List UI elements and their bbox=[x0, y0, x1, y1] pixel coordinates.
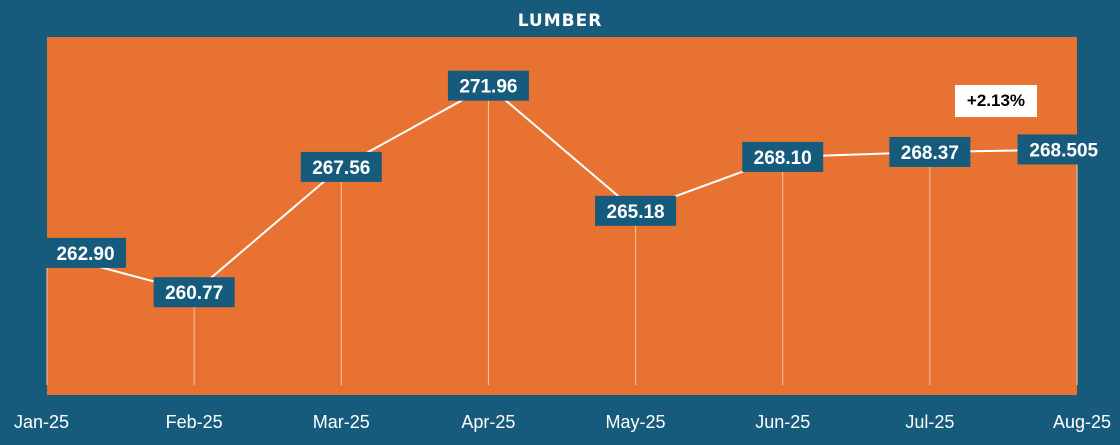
x-axis-tick-labels: Jan-25 Feb-25 Mar-25 Apr-25 May-25 Jun-25 Jul-… bbox=[14, 412, 1111, 432]
data-label-text: 271.96 bbox=[459, 77, 517, 98]
data-label: 260.77 bbox=[153, 277, 235, 308]
data-label: 268.505 bbox=[1017, 134, 1110, 165]
data-label-box bbox=[447, 70, 529, 101]
data-label-text: 267.56 bbox=[312, 158, 370, 179]
data-label-box bbox=[300, 151, 382, 182]
data-label: 268.37 bbox=[889, 136, 971, 167]
data-label: 262.90 bbox=[45, 237, 126, 268]
data-label-text: 268.37 bbox=[901, 143, 959, 164]
change-badge: +2.13% bbox=[955, 85, 1037, 117]
data-label-text: 260.77 bbox=[165, 283, 223, 304]
data-label-box bbox=[595, 195, 677, 226]
x-tick-label: Feb-25 bbox=[166, 412, 223, 432]
data-labels: 262.90 260.77 267.56 271.96 265.18 268.10 268.… bbox=[45, 70, 1110, 308]
data-label-text: 265.18 bbox=[607, 202, 665, 223]
data-label-text: 268.10 bbox=[754, 148, 812, 169]
data-label-box bbox=[1017, 134, 1110, 165]
data-label-box bbox=[742, 141, 824, 172]
x-tick-label: May-25 bbox=[606, 412, 666, 432]
data-label: 267.56 bbox=[300, 151, 382, 182]
data-label: 268.10 bbox=[742, 141, 824, 172]
x-tick-label: Jul-25 bbox=[905, 412, 954, 432]
plot-area bbox=[47, 37, 1077, 395]
chart-title: LUMBER bbox=[517, 11, 603, 31]
x-tick-label: Apr-25 bbox=[461, 412, 515, 432]
data-label: 265.18 bbox=[595, 195, 677, 226]
drop-lines bbox=[46, 85, 1078, 385]
x-tick-label: Jan-25 bbox=[14, 412, 69, 432]
data-label-text: 268.505 bbox=[1029, 140, 1098, 161]
data-label: 271.96 bbox=[447, 70, 529, 101]
data-label-text: 262.90 bbox=[56, 244, 114, 265]
data-label-box bbox=[153, 277, 235, 308]
x-tick-label: Aug-25 bbox=[1053, 412, 1111, 432]
x-tick-label: Mar-25 bbox=[313, 412, 370, 432]
data-label-box bbox=[45, 237, 126, 268]
data-label-box bbox=[889, 136, 971, 167]
x-tick-label: Jun-25 bbox=[755, 412, 810, 432]
